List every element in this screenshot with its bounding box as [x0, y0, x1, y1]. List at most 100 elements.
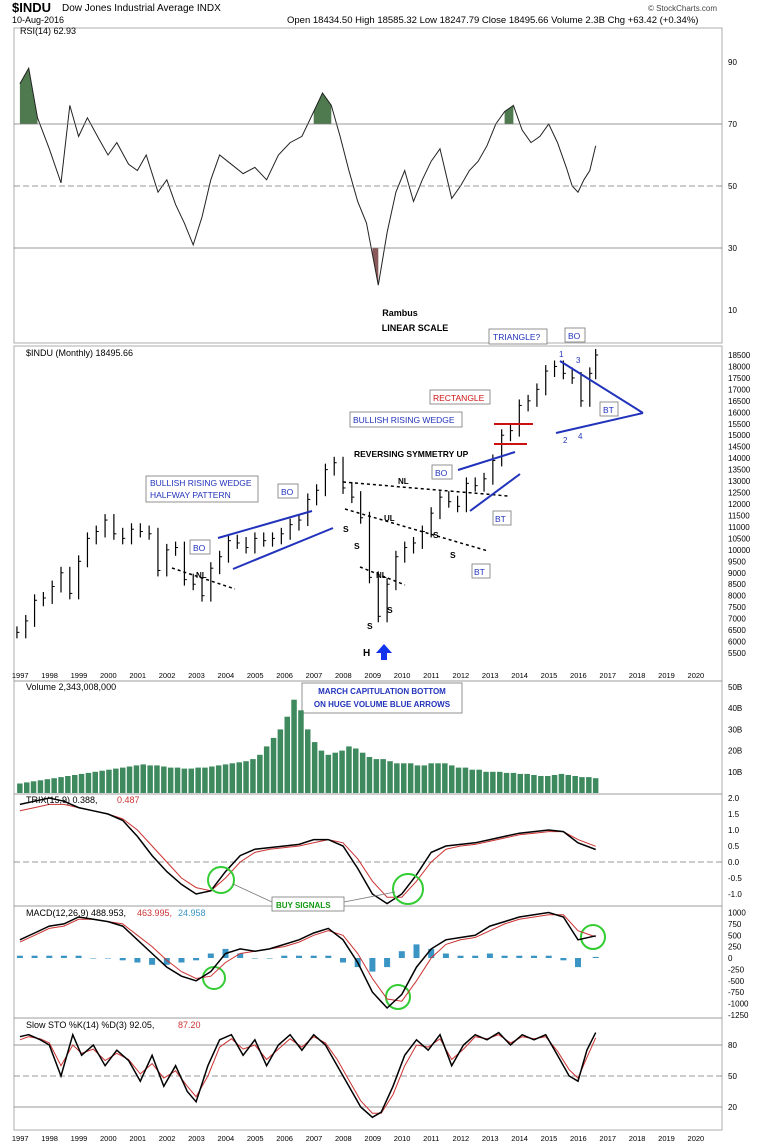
- blue-arrow-icon: [376, 644, 392, 660]
- buy-signals-label: BUY SIGNALS: [276, 901, 331, 910]
- macd-hist-bar: [296, 955, 302, 958]
- bo-label-1: BO: [281, 487, 294, 497]
- volume-bar: [394, 763, 400, 793]
- volume-bar: [92, 771, 98, 793]
- bottom-year-label: 2006: [276, 1134, 293, 1143]
- trix-tick-label: 1.0: [728, 826, 740, 835]
- volume-bar: [462, 767, 469, 793]
- volume-bar: [407, 763, 414, 793]
- volume-bar: [202, 767, 208, 793]
- volume-bar: [476, 769, 482, 793]
- price-tick-label: 18000: [728, 362, 751, 371]
- bt-label-3: BT: [474, 567, 485, 577]
- price-tick-label: 18500: [728, 351, 751, 360]
- panel-frame-3: [13, 793, 723, 907]
- price-tick-label: 15500: [728, 420, 751, 429]
- label-boxes: [145, 327, 619, 912]
- volume-bar: [510, 772, 517, 793]
- macd-hist-bar: [384, 958, 391, 968]
- volume-bar: [449, 765, 455, 793]
- bottom-year-label: 2014: [511, 1134, 528, 1143]
- volume-bar: [195, 767, 201, 793]
- price-year-label: 2018: [629, 671, 646, 680]
- volume-bar: [277, 729, 284, 793]
- bo-label-4: BO: [568, 331, 581, 341]
- trix-line: [19, 797, 596, 905]
- nl-label-3: NL: [376, 571, 387, 580]
- volume-bar: [373, 759, 380, 793]
- wedge-2-label: BULLISH RISING WEDGE: [353, 415, 455, 425]
- bottom-year-label: 2015: [541, 1134, 558, 1143]
- macd-legend-signal: 463.995,: [137, 908, 172, 918]
- bottom-year-label: 2002: [159, 1134, 176, 1143]
- price-tick-label: 11500: [728, 511, 750, 520]
- volume-bar: [311, 742, 318, 793]
- chart-credit: © StockCharts.com: [648, 4, 717, 13]
- trix-legend: TRIX(15,9) 0.388,: [26, 795, 98, 805]
- volume-bar: [339, 750, 345, 793]
- price-tick-label: 12500: [728, 489, 751, 498]
- volume-bar: [531, 775, 537, 793]
- macd-hist-bar: [472, 955, 479, 958]
- s-label-2: S: [354, 541, 360, 551]
- ul-label: UL: [384, 514, 395, 523]
- volume-bar: [243, 761, 249, 793]
- macd-hist-bar: [501, 955, 508, 958]
- volume-tick-label: 50B: [728, 683, 742, 692]
- macd-tick-label: 250: [728, 943, 742, 952]
- h-label: H: [363, 648, 370, 659]
- trix-tick-label: 1.5: [728, 810, 740, 819]
- volume-bar: [126, 766, 133, 793]
- volume-bar: [538, 776, 544, 793]
- volume-bar: [58, 777, 64, 793]
- price-tick-label: 7000: [728, 615, 746, 624]
- volume-bar: [215, 765, 222, 793]
- volume-bar: [250, 759, 256, 793]
- price-year-label: 2001: [129, 671, 146, 680]
- volume-bar: [455, 767, 462, 793]
- trix-tick-label: -0.5: [728, 874, 742, 883]
- neckline-dashes: [171, 481, 509, 590]
- bottom-year-label: 2018: [629, 1134, 646, 1143]
- s-label-1: S: [343, 524, 349, 534]
- s-label-3: S: [367, 621, 373, 631]
- bottom-year-label: 2008: [335, 1134, 352, 1143]
- bottom-year-label: 2004: [218, 1134, 235, 1143]
- bottom-year-label: 2016: [570, 1134, 587, 1143]
- reversing-label: REVERSING SYMMETRY UP: [354, 449, 469, 459]
- rectangle-lines: [494, 423, 533, 445]
- bottom-year-label: 1998: [41, 1134, 58, 1143]
- buy-signal-circles: [202, 866, 606, 1010]
- volume-tick-label: 30B: [728, 725, 742, 734]
- volume-bar: [483, 771, 489, 793]
- sto-legend: Slow STO %K(14) %D(3) 92.05,: [26, 1020, 154, 1030]
- wedge-1-label: BULLISH RISING WEDGE: [150, 478, 252, 488]
- volume-bar: [442, 763, 448, 793]
- panel-frame-0: [13, 27, 723, 344]
- macd-hist-bar: [428, 948, 435, 958]
- price-tick-label: 6000: [728, 638, 746, 647]
- point-label-4: 4: [578, 432, 583, 441]
- price-year-label: 1999: [71, 671, 88, 680]
- volume-bar: [490, 771, 496, 793]
- price-year-label: 2020: [688, 671, 705, 680]
- nl-label-1: NL: [196, 571, 207, 580]
- price-year-label: 2008: [335, 671, 352, 680]
- volume-bar: [44, 779, 51, 793]
- wedge-1-lines: [217, 510, 334, 570]
- macd-hist-bar: [592, 956, 599, 958]
- price-year-label: 2016: [570, 671, 587, 680]
- rsi-overbought-fill: [313, 93, 332, 124]
- sto-tick-label: 80: [728, 1041, 737, 1050]
- price-year-label: 1998: [41, 671, 58, 680]
- macd-legend-hist: 24.958: [178, 908, 206, 918]
- volume-bar: [503, 772, 510, 793]
- price-tick-label: 10500: [728, 534, 751, 543]
- macd-hist-bar: [442, 953, 449, 958]
- volume-bar: [65, 776, 71, 793]
- bottom-year-label: 2007: [306, 1134, 323, 1143]
- bottom-year-label: 2005: [247, 1134, 264, 1143]
- volume-bar: [17, 783, 23, 793]
- point-label-1: 1: [559, 350, 564, 359]
- volume-bar: [428, 763, 434, 793]
